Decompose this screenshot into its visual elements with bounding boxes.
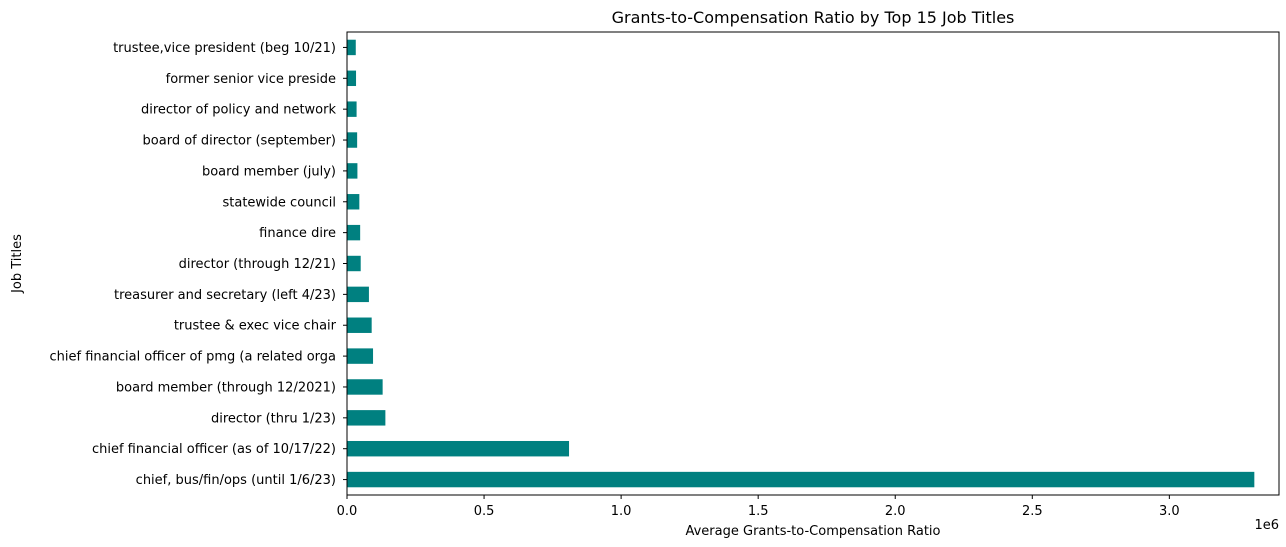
y-tick-label: director (thru 1/23) [211,411,336,426]
bar-2 [347,410,386,426]
y-tick-label: former senior vice preside [166,72,336,87]
bar-0 [347,471,1255,488]
bar-12 [347,101,357,117]
y-tick-label: board member (july) [202,164,336,179]
x-tick-label: 0.5 [474,504,495,519]
x-axis-offset-text: 1e6 [1254,518,1279,533]
y-tick-labels: chief, bus/fin/ops (until 1/6/23) chief f… [50,41,347,488]
chart-title: Grants-to-Compensation Ratio by Top 15 J… [612,8,1015,27]
bars-group [347,39,1255,488]
x-axis-label: Average Grants-to-Compensation Ratio [685,524,940,539]
x-ticks: 0.0 0.5 1.0 1.5 2.0 2.5 3.0 [337,495,1180,519]
bar-11 [347,132,358,148]
y-tick-label: director of policy and network [141,103,337,118]
bar-5 [347,317,372,333]
bar-9 [347,194,360,210]
bar-6 [347,286,369,303]
x-tick-label: 3.0 [1159,504,1180,519]
bar-13 [347,70,357,87]
x-tick-label: 1.0 [611,504,632,519]
bar-3 [347,379,383,395]
bar-4 [347,348,374,364]
plot-frame [346,31,1280,496]
y-tick-label: finance dire [259,226,336,241]
y-tick-label: trustee & exec vice chair [174,319,337,334]
y-tick-label: director (through 12/21) [179,257,336,272]
bar-1 [347,440,570,457]
y-tick-label: chief, bus/fin/ops (until 1/6/23) [136,473,336,488]
x-tick-label: 1.5 [748,504,769,519]
y-tick-label: board member (through 12/2021) [116,380,336,395]
y-axis-label: Job Titles [10,234,25,294]
x-tick-label: 0.0 [337,504,358,519]
x-tick-label: 2.0 [885,504,906,519]
bar-7 [347,255,361,272]
y-tick-label: statewide council [222,195,336,210]
y-tick-label: treasurer and secretary (left 4/23) [114,288,336,303]
bar-14 [347,39,356,56]
bar-10 [347,163,358,179]
y-tick-label: chief financial officer (as of 10/17/22) [92,442,336,457]
y-tick-label: chief financial officer of pmg (a relate… [50,350,337,365]
y-tick-label: board of director (september) [143,134,336,149]
y-tick-label: trustee,vice president (beg 10/21) [113,41,336,56]
x-tick-label: 2.5 [1022,504,1043,519]
bar-8 [347,224,361,241]
